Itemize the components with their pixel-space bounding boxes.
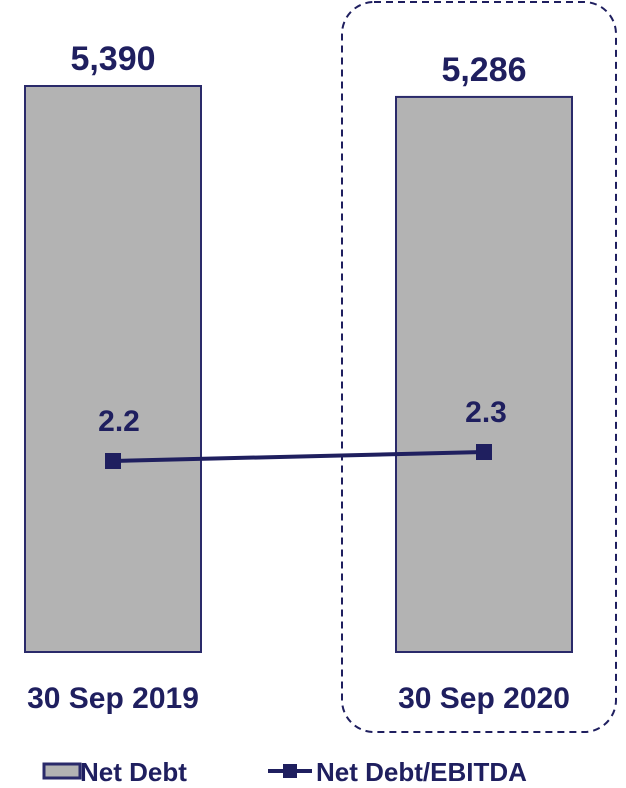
- bar-net-debt-1: [395, 95, 573, 654]
- line-value-label-1: 2.3: [465, 396, 507, 429]
- bar-value-label-0: 5,390: [70, 40, 155, 78]
- legend-swatch-net-debt: [42, 762, 82, 780]
- line-point-1: [476, 444, 492, 460]
- line-net-debt-ebitda: [112, 450, 485, 463]
- line-value-label-0: 2.2: [98, 405, 140, 438]
- legend-label-net-debt: Net Debt: [80, 757, 187, 787]
- bar-value-label-1: 5,286: [441, 51, 526, 89]
- bar-net-debt-0: [24, 85, 202, 653]
- legend-swatch-marker: [283, 764, 297, 778]
- x-tick-label-2020: 30 Sep 2020: [398, 682, 570, 715]
- highlight-frame: [341, 1, 617, 733]
- legend: Net Debt Net Debt/EBITDA: [42, 757, 527, 787]
- legend-label-net-debt-ebitda: Net Debt/EBITDA: [316, 757, 527, 787]
- line-point-0: [105, 453, 121, 469]
- x-tick-label-2019: 30 Sep 2019: [27, 682, 199, 715]
